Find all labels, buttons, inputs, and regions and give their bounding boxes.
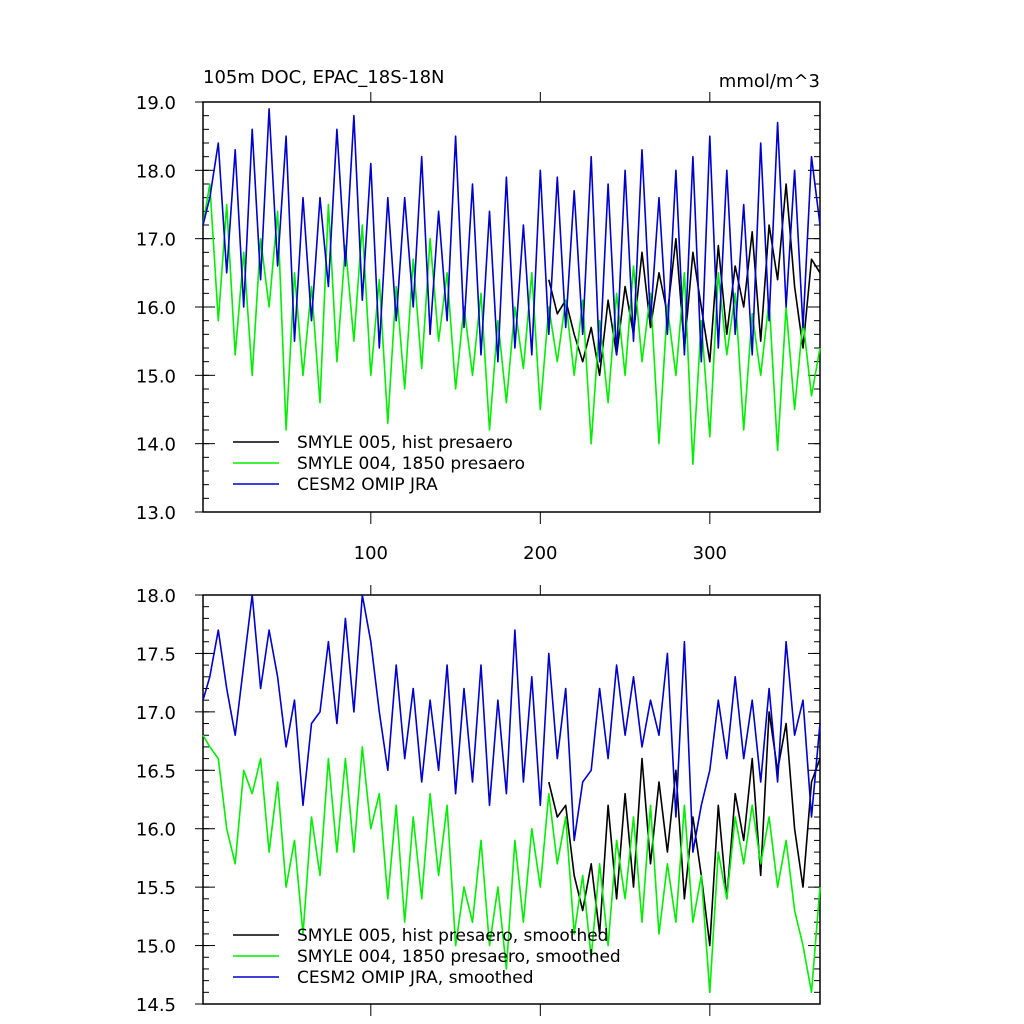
units-label: mmol/m^3 (719, 71, 820, 92)
y-tick-label: 18.0 (136, 586, 176, 607)
x-tick-label: 300 (693, 543, 727, 564)
series-line-3 (202, 594, 821, 853)
top-panel-title: 105m DOC, EPAC_18S-18N (203, 67, 445, 88)
top-panel: 105m DOC, EPAC_18S-18N mmol/m^3 13.0 14.0… (136, 67, 821, 564)
legend-label: SMYLE 005, hist presaero (297, 433, 513, 453)
y-tick-label: 17.5 (136, 644, 176, 665)
y-tick-label: 17.0 (136, 703, 176, 724)
legend-label: SMYLE 004, 1850 presaero (297, 454, 525, 474)
legend-label: CESM2 OMIP JRA (297, 475, 438, 495)
y-tick-label: 16.0 (136, 298, 176, 319)
y-tick-label: 16.0 (136, 820, 176, 841)
top-series-group (202, 108, 821, 466)
bottom-series-group (202, 594, 821, 994)
bottom-tick-group: 14.5 15.0 15.5 16.0 16.5 17.0 17.5 18.0 (136, 585, 820, 1016)
bottom-panel: 14.5 15.0 15.5 16.0 16.5 17.0 17.5 18.0 SMYLE 0… (136, 585, 821, 1016)
y-tick-label: 13.0 (136, 503, 176, 524)
legend-label: SMYLE 004, 1850 presaero, smoothed (297, 947, 621, 967)
series-line-2 (202, 734, 821, 994)
legend-label: CESM2 OMIP JRA, smoothed (297, 968, 534, 988)
y-tick-label: 15.0 (136, 937, 176, 958)
x-tick-label: 200 (523, 543, 557, 564)
y-tick-label: 17.0 (136, 230, 176, 251)
legend-label: SMYLE 005, hist presaero, smoothed (297, 926, 608, 946)
y-tick-label: 15.0 (136, 366, 176, 387)
y-tick-label: 14.5 (136, 995, 176, 1016)
y-tick-label: 16.5 (136, 761, 176, 782)
y-tick-label: 18.0 (136, 161, 176, 182)
series-line-3 (202, 108, 821, 363)
top-tick-group: 13.0 14.0 15.0 16.0 17.0 18.0 19.0 100 200 300 (136, 92, 820, 564)
x-tick-label: 100 (354, 543, 388, 564)
bottom-plot-frame (202, 594, 821, 1005)
bottom-legend: SMYLE 005, hist presaero, smoothedSMYLE … (233, 926, 621, 988)
y-tick-label: 14.0 (136, 435, 176, 456)
y-tick-label: 15.5 (136, 878, 176, 899)
y-tick-label: 19.0 (136, 93, 176, 114)
